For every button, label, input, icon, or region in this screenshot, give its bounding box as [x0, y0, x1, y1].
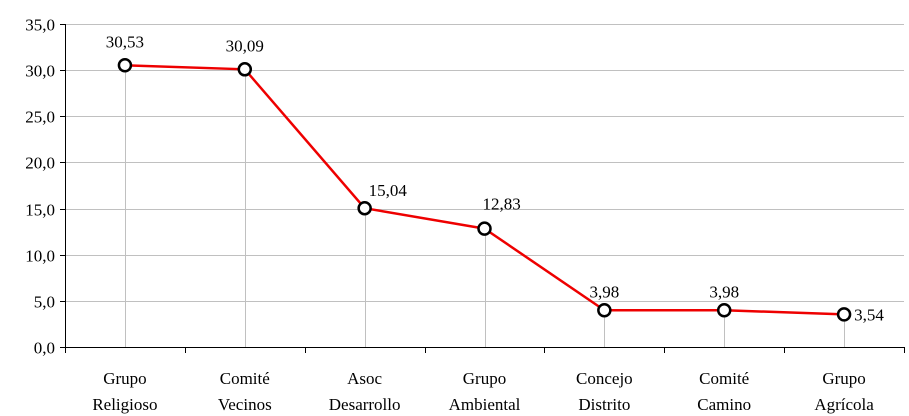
y-tick-label-1: 5,0 [34, 293, 55, 312]
data-point-3 [479, 223, 491, 235]
x-category-labels: Grupo Religioso Comité Vecinos Asoc Desarroll… [92, 369, 874, 414]
data-point-6 [838, 308, 850, 320]
x-category-label-3: Grupo Ambiental [449, 369, 521, 414]
x-category-label-3-line-1: Ambiental [449, 395, 521, 414]
y-tick-label-6: 30,0 [25, 62, 55, 81]
axes [60, 24, 905, 353]
y-tick-label-3: 15,0 [25, 201, 55, 220]
data-label-5: 3,98 [709, 282, 739, 301]
x-category-label-6-line-0: Grupo [822, 369, 865, 388]
x-category-label-2-line-0: Asoc [347, 369, 382, 388]
x-category-label-3-line-0: Grupo [463, 369, 506, 388]
data-point-1 [239, 63, 251, 75]
data-label-2: 15,04 [369, 181, 408, 200]
x-category-label-0-line-0: Grupo [103, 369, 146, 388]
y-tick-label-2: 10,0 [25, 247, 55, 266]
data-label-0: 30,53 [106, 32, 144, 51]
x-category-label-1-line-1: Vecinos [218, 395, 272, 414]
data-point-4 [598, 304, 610, 316]
data-label-3: 12,83 [483, 195, 521, 214]
data-point-5 [718, 304, 730, 316]
y-tick-labels: 0,0 5,0 10,0 15,0 20,0 25,0 30,0 35,0 [25, 16, 55, 358]
gridlines [65, 25, 904, 302]
data-label-4: 3,98 [589, 282, 619, 301]
y-tick-label-4: 20,0 [25, 154, 55, 173]
series [119, 59, 850, 320]
x-category-label-4: Concejo Distrito [576, 369, 633, 414]
y-tick-label-0: 0,0 [34, 339, 55, 358]
data-label-1: 30,09 [226, 36, 264, 55]
y-tick-label-5: 25,0 [25, 108, 55, 127]
data-point-2 [359, 202, 371, 214]
data-point-0 [119, 59, 131, 71]
x-category-label-5-line-1: Camino [697, 395, 751, 414]
x-category-label-6: Grupo Agrícola [814, 369, 874, 414]
x-category-label-1: Comité Vecinos [218, 369, 272, 414]
x-category-label-4-line-0: Concejo [576, 369, 633, 388]
x-category-label-6-line-1: Agrícola [814, 395, 874, 414]
data-label-6: 3,54 [854, 305, 884, 324]
x-category-label-5-line-0: Comité [699, 369, 749, 388]
x-category-label-2: Asoc Desarrollo [329, 369, 401, 414]
x-category-label-0: Grupo Religioso [92, 369, 157, 414]
x-category-label-5: Comité Camino [697, 369, 751, 414]
x-category-label-0-line-1: Religioso [92, 395, 157, 414]
data-labels: 30,53 30,09 15,04 12,83 3,98 3,98 3,54 [106, 32, 885, 324]
x-category-label-1-line-0: Comité [220, 369, 270, 388]
x-category-label-4-line-1: Distrito [578, 395, 630, 414]
y-tick-label-7: 35,0 [25, 16, 55, 35]
series-line [125, 65, 844, 314]
x-category-label-2-line-1: Desarrollo [329, 395, 401, 414]
